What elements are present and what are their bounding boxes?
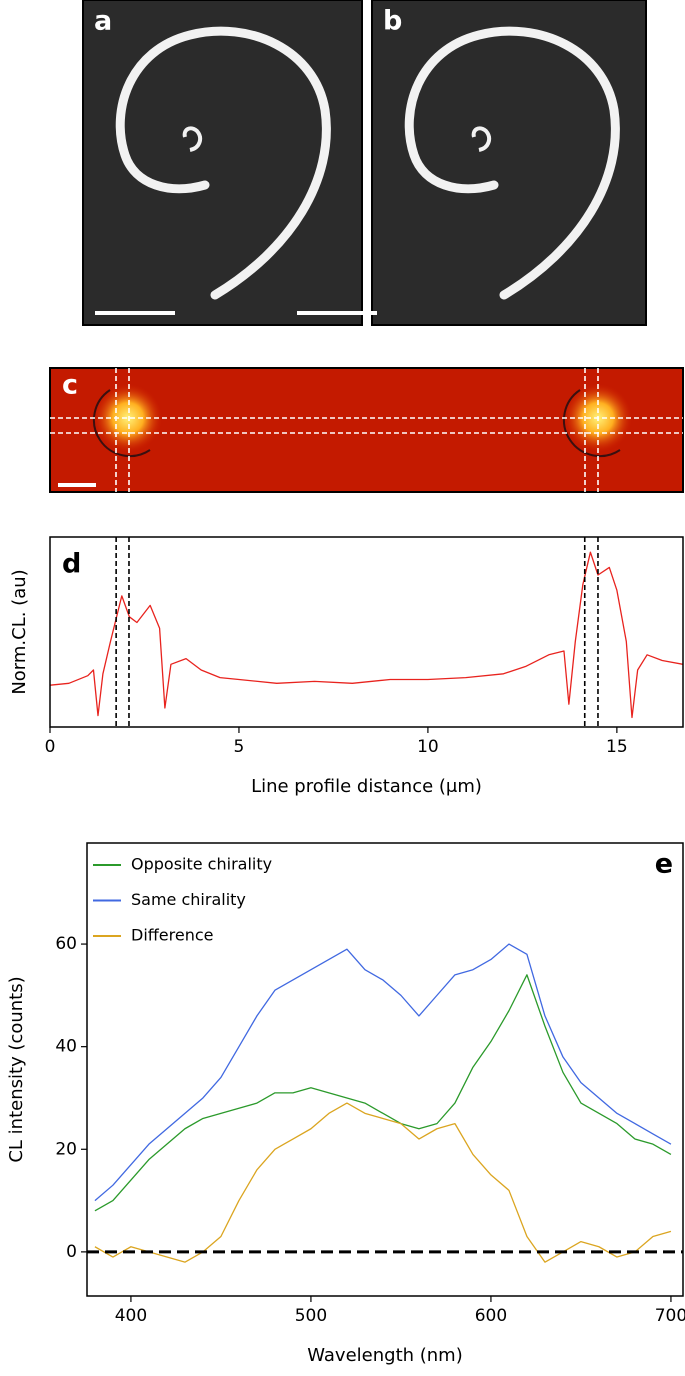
y-axis-label: Norm.CL. (au) (9, 569, 30, 694)
panel-label: d (62, 549, 81, 580)
axes-frame (86, 842, 684, 1297)
y-tick-label: 40 (55, 1037, 77, 1057)
panel-label: e (655, 849, 673, 880)
x-tick-label: 600 (475, 1306, 507, 1326)
y-axis-label: CL intensity (counts) (6, 976, 27, 1162)
plot-area (50, 537, 683, 727)
image-b: b (297, 0, 647, 326)
data-line (50, 551, 683, 719)
panel-label: a (94, 6, 112, 37)
panel-label: b (383, 6, 402, 37)
x-tick-label: 10 (417, 737, 439, 757)
legend-label: Opposite chirality (131, 855, 272, 874)
data-line (94, 1102, 672, 1263)
data-line (94, 943, 672, 1202)
y-tick-label: 20 (55, 1139, 77, 1159)
image-a: a (82, 0, 363, 326)
x-tick-label: 15 (606, 737, 628, 757)
legend-label: Same chirality (131, 890, 246, 909)
data-line (94, 974, 672, 1212)
x-tick-label: 0 (45, 737, 56, 757)
axes-frame (49, 536, 684, 728)
panel-label: c (62, 370, 78, 401)
y-tick-label: 60 (55, 934, 77, 954)
y-tick-label: 0 (66, 1242, 77, 1262)
image-c: c (49, 367, 684, 493)
x-tick-label: 400 (115, 1306, 147, 1326)
plot-area (87, 943, 683, 1263)
x-tick-label: 5 (234, 737, 245, 757)
x-tick-label: 700 (655, 1306, 685, 1326)
x-axis-label: Line profile distance (μm) (251, 776, 482, 797)
x-tick-label: 500 (295, 1306, 327, 1326)
x-axis-label: Wavelength (nm) (307, 1345, 463, 1366)
legend-label: Difference (131, 926, 213, 945)
